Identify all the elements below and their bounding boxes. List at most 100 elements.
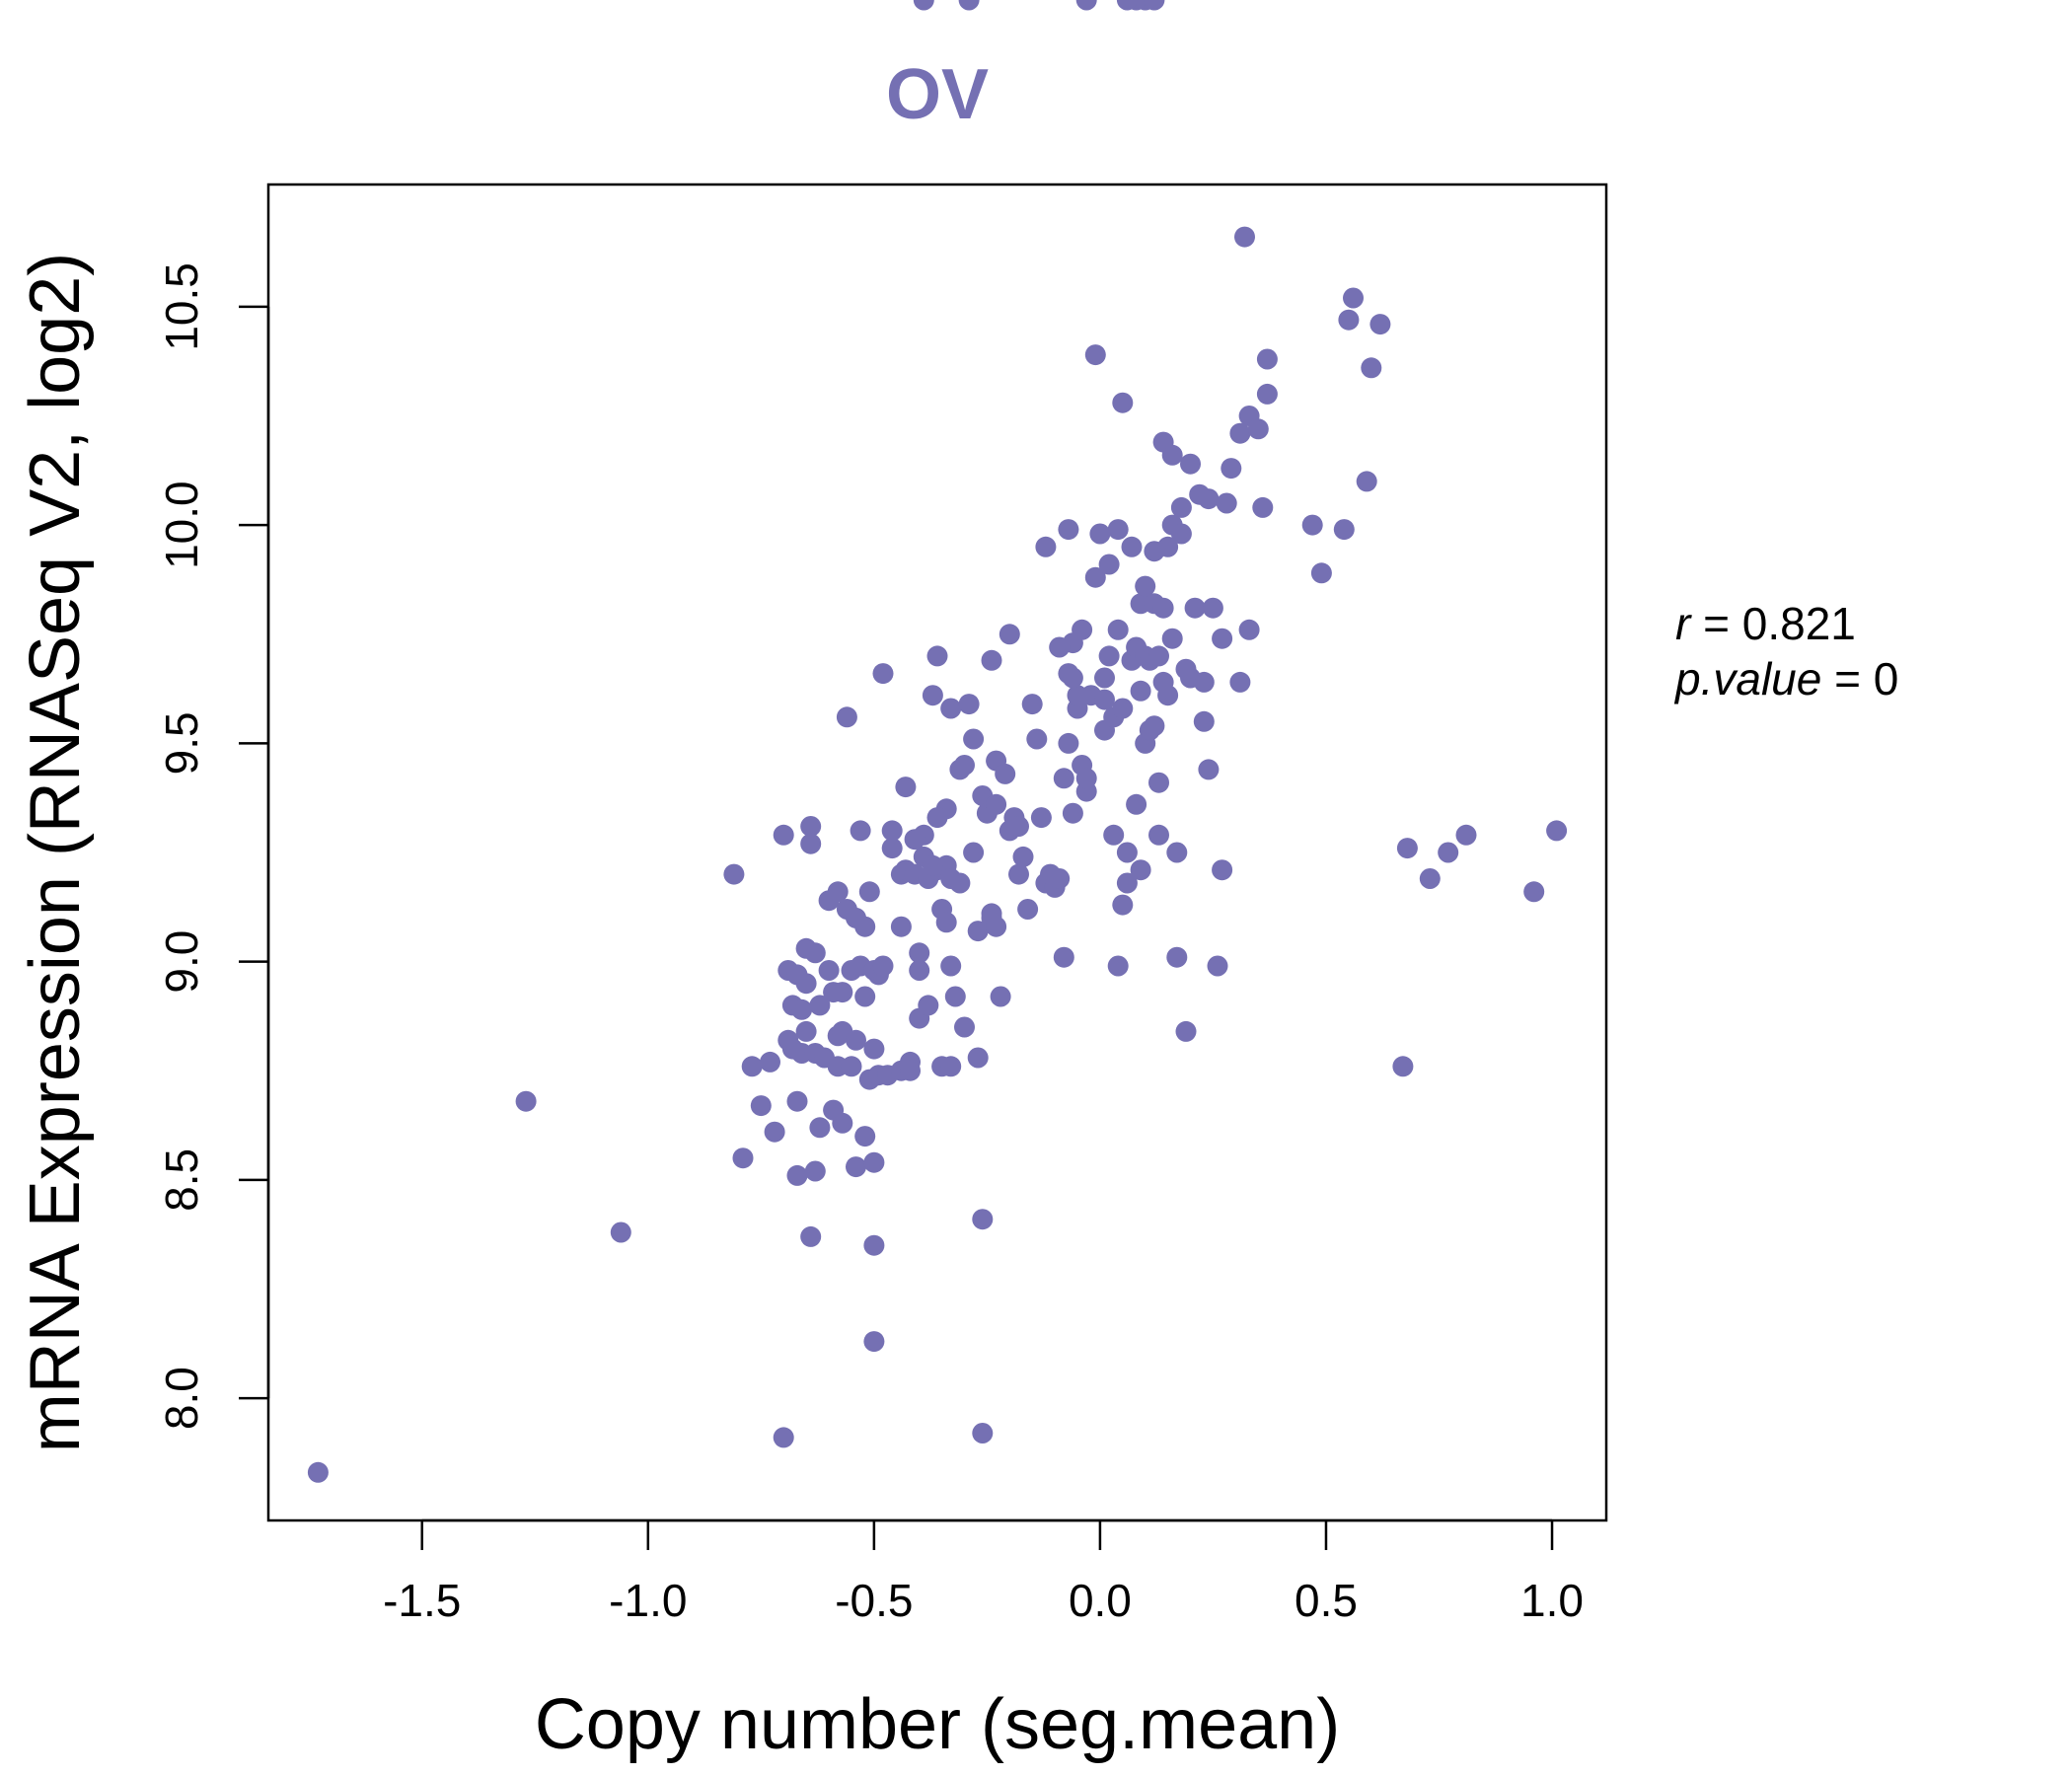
data-point [1121, 536, 1143, 557]
data-point [922, 685, 943, 706]
data-point [1008, 863, 1029, 885]
data-point [1144, 0, 1165, 11]
data-point [958, 0, 980, 11]
data-point [1392, 1056, 1414, 1077]
data-point [1062, 802, 1083, 824]
p-equals-sign: = [1834, 653, 1874, 704]
data-point [1170, 496, 1192, 518]
data-point [972, 1423, 994, 1443]
data-point [1301, 514, 1323, 536]
data-point [954, 1016, 975, 1038]
data-point [1062, 667, 1083, 689]
data-point [610, 1221, 631, 1243]
data-point [1116, 872, 1138, 894]
data-point [958, 694, 980, 715]
r-equals-sign: = [1703, 598, 1742, 649]
data-point [846, 1156, 866, 1178]
data-point [786, 1164, 808, 1186]
data-point [940, 955, 962, 977]
data-point [1256, 383, 1278, 405]
data-point [1130, 859, 1151, 881]
data-point [1229, 422, 1251, 444]
data-point [732, 1147, 754, 1169]
data-point [818, 960, 840, 981]
data-point [723, 863, 745, 885]
data-point [1112, 392, 1134, 413]
data-point [836, 706, 857, 728]
data-point [1198, 488, 1220, 510]
data-point [1419, 868, 1441, 889]
data-point [1148, 824, 1169, 846]
data-point [940, 698, 962, 719]
p-label: p.value [1673, 653, 1821, 704]
data-point [967, 1047, 989, 1069]
data-point [1035, 536, 1057, 557]
data-point [909, 942, 930, 964]
data-point [795, 1020, 817, 1042]
data-point [1523, 881, 1545, 903]
data-point [854, 916, 876, 937]
data-point [940, 868, 962, 889]
data-point [900, 1060, 921, 1081]
data-point [786, 1090, 808, 1112]
data-point [1098, 554, 1120, 575]
x-tick-label: 0.0 [1069, 1575, 1132, 1626]
data-point [307, 1461, 329, 1483]
data-point [1126, 793, 1147, 815]
data-point [926, 645, 948, 667]
data-point [1072, 619, 1093, 640]
data-point [881, 820, 903, 842]
data-point [1356, 471, 1377, 492]
data-point [940, 1056, 962, 1077]
data-point [1212, 628, 1233, 649]
data-point [1049, 868, 1071, 889]
x-tick-label: -0.5 [835, 1575, 913, 1626]
data-point [1234, 226, 1255, 248]
data-point [913, 0, 934, 11]
data-point [832, 1112, 853, 1134]
data-point [963, 842, 985, 863]
data-point [1166, 842, 1188, 863]
data-point [1049, 636, 1071, 658]
data-point [999, 624, 1020, 645]
data-point [1030, 807, 1052, 829]
r-value: 0.821 [1742, 598, 1856, 649]
data-point [773, 824, 794, 846]
data-point [854, 1126, 876, 1147]
data-point [1229, 671, 1251, 693]
data-point [1202, 597, 1223, 619]
data-point [1157, 536, 1179, 557]
data-point [1144, 715, 1165, 737]
data-point [854, 986, 876, 1007]
data-point [1112, 894, 1134, 916]
data-point [1058, 519, 1079, 541]
data-point [1207, 955, 1228, 977]
data-point [764, 1121, 785, 1143]
data-point [986, 916, 1007, 937]
data-point [1112, 698, 1134, 719]
data-point [863, 1151, 885, 1173]
data-point [1094, 689, 1115, 710]
data-point [890, 916, 912, 937]
data-point [1148, 645, 1169, 667]
data-point [1107, 955, 1129, 977]
data-point [841, 1056, 862, 1077]
data-point [995, 763, 1016, 784]
data-point [981, 649, 1002, 671]
data-point [1238, 619, 1260, 640]
data-point [804, 1160, 826, 1182]
data-point [872, 955, 894, 977]
data-point [909, 960, 930, 981]
y-tick-label: 9.0 [156, 930, 207, 994]
data-point [800, 833, 822, 854]
data-point [1438, 842, 1459, 863]
data-point [1184, 597, 1206, 619]
data-point [1310, 562, 1332, 584]
data-point [986, 793, 1007, 815]
data-point [750, 1095, 772, 1117]
data-point [1221, 458, 1242, 480]
data-point [832, 982, 853, 1003]
data-point [1084, 344, 1106, 366]
data-point [1058, 732, 1079, 754]
